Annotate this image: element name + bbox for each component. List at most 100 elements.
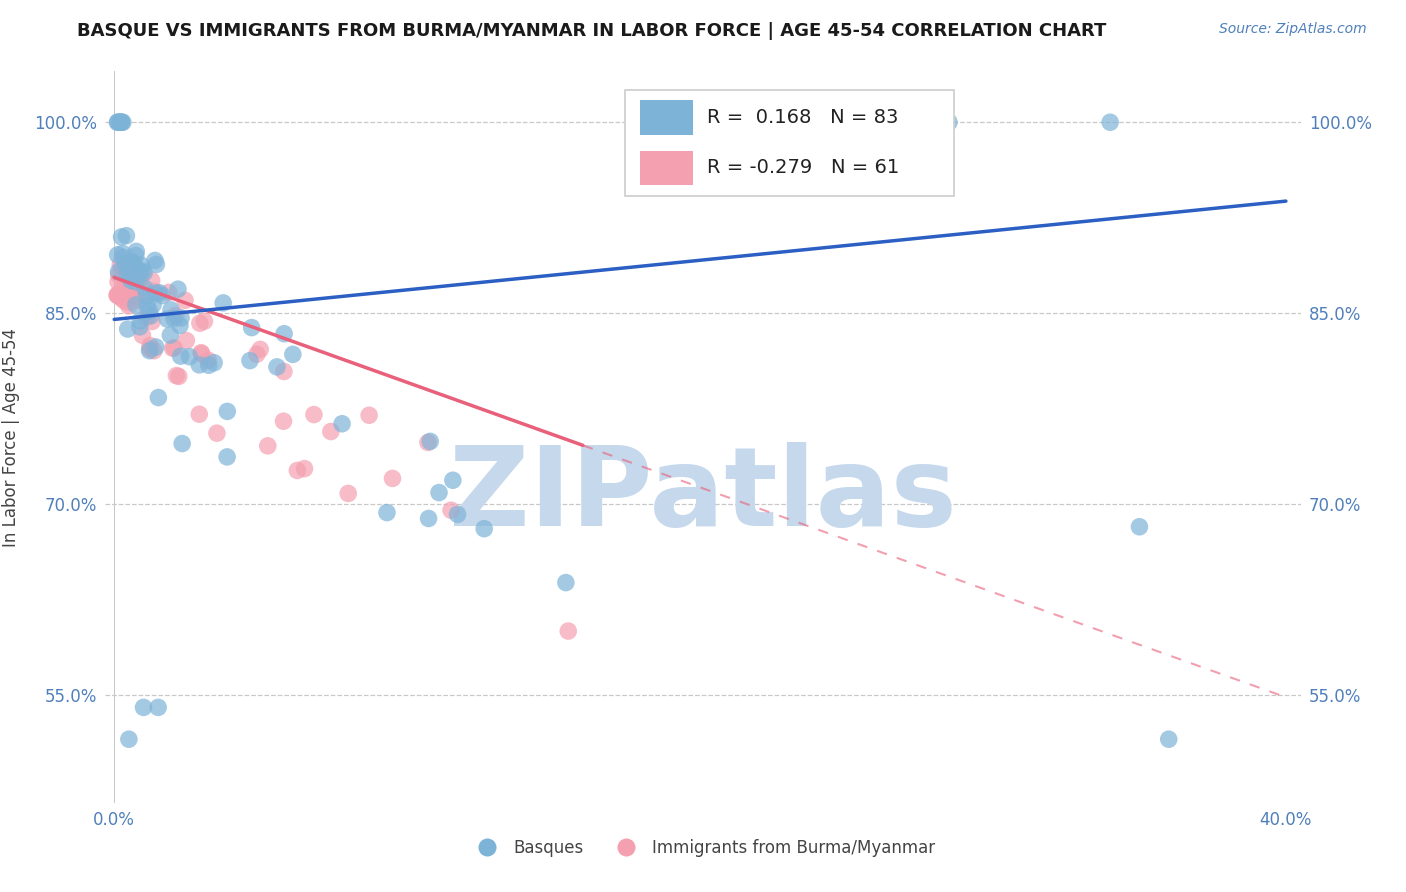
Point <box>938 115 960 129</box>
Point <box>129 272 152 286</box>
Point <box>143 253 166 268</box>
Point <box>138 304 160 318</box>
Point <box>427 485 450 500</box>
Point <box>159 328 181 343</box>
Point <box>131 264 153 278</box>
Point <box>111 115 134 129</box>
Point <box>419 434 441 449</box>
Point <box>1157 732 1180 747</box>
Point <box>111 261 134 276</box>
Point <box>1099 115 1122 129</box>
Point <box>134 266 156 280</box>
Point <box>107 115 129 129</box>
Point <box>132 700 155 714</box>
Point <box>112 293 135 308</box>
Point <box>188 316 211 330</box>
Point <box>122 272 145 286</box>
Point <box>120 270 142 285</box>
Point <box>188 358 211 372</box>
Point <box>179 350 201 364</box>
Point <box>302 408 325 422</box>
Point <box>167 369 190 384</box>
Point <box>273 364 295 378</box>
Point <box>197 353 219 368</box>
Point <box>359 409 381 423</box>
Point <box>110 115 132 129</box>
Point <box>146 700 169 714</box>
Point <box>169 318 191 333</box>
Point <box>217 404 239 418</box>
Point <box>266 359 288 374</box>
Point <box>381 471 404 485</box>
Point <box>165 308 187 322</box>
Point <box>139 338 162 352</box>
Point <box>128 264 150 278</box>
Point <box>138 343 160 358</box>
Text: R =  0.168   N = 83: R = 0.168 N = 83 <box>707 108 898 127</box>
Point <box>167 282 190 296</box>
Point <box>256 439 278 453</box>
Point <box>110 230 132 244</box>
Point <box>554 575 576 590</box>
Point <box>125 249 148 263</box>
Point <box>145 257 167 271</box>
Point <box>135 310 157 325</box>
Point <box>165 368 187 383</box>
Point <box>115 228 138 243</box>
Text: BASQUE VS IMMIGRANTS FROM BURMA/MYANMAR IN LABOR FORCE | AGE 45-54 CORRELATION C: BASQUE VS IMMIGRANTS FROM BURMA/MYANMAR … <box>77 22 1107 40</box>
Point <box>111 246 134 260</box>
Point <box>319 425 342 439</box>
Point <box>273 326 295 341</box>
Point <box>188 407 211 421</box>
Point <box>212 296 235 310</box>
Point <box>441 473 464 487</box>
Point <box>117 267 139 281</box>
Point <box>139 342 162 356</box>
Point <box>148 285 170 300</box>
Y-axis label: In Labor Force | Age 45-54: In Labor Force | Age 45-54 <box>3 327 20 547</box>
Point <box>135 289 157 303</box>
Text: Source: ZipAtlas.com: Source: ZipAtlas.com <box>1219 22 1367 37</box>
Point <box>128 293 150 307</box>
Legend: Basques, Immigrants from Burma/Myanmar: Basques, Immigrants from Burma/Myanmar <box>464 832 942 864</box>
Point <box>416 435 439 450</box>
Point <box>197 358 219 372</box>
Point <box>143 285 166 299</box>
Point <box>125 275 148 289</box>
Point <box>129 314 152 328</box>
Text: ZIPatlas: ZIPatlas <box>449 442 957 549</box>
Point <box>136 298 159 312</box>
Point <box>134 281 156 295</box>
Point <box>472 522 495 536</box>
Point <box>114 257 136 271</box>
Point <box>170 310 193 325</box>
Point <box>273 414 295 428</box>
Point <box>240 320 263 334</box>
Point <box>202 356 225 370</box>
Point <box>141 314 163 328</box>
Point <box>145 286 167 301</box>
Point <box>118 299 141 313</box>
Point <box>330 417 353 431</box>
Text: R = -0.279   N = 61: R = -0.279 N = 61 <box>707 158 898 178</box>
Point <box>110 291 132 305</box>
Point <box>105 288 128 302</box>
Point <box>125 244 148 259</box>
Point <box>193 314 215 328</box>
Point <box>117 322 139 336</box>
Point <box>249 343 271 357</box>
Point <box>281 347 304 361</box>
Bar <box>626 90 953 195</box>
Point <box>190 347 212 361</box>
Point <box>440 503 463 517</box>
Point <box>111 281 134 295</box>
Point <box>105 288 128 302</box>
Point <box>115 278 138 293</box>
Point <box>125 286 148 301</box>
Point <box>128 319 150 334</box>
Point <box>157 285 180 300</box>
Point <box>117 262 139 277</box>
Bar <box>640 100 693 135</box>
Point <box>124 277 146 292</box>
Point <box>557 624 579 638</box>
